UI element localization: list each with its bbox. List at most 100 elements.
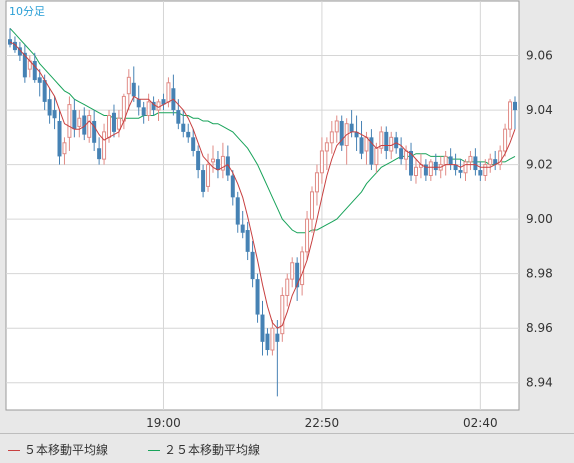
y-tick-label: 9.06 (526, 49, 553, 63)
candle-body (453, 164, 458, 171)
candle (483, 159, 488, 181)
candle-body (62, 142, 67, 155)
candle (191, 129, 196, 157)
ma5-line-layer (9, 41, 516, 329)
candle-body (503, 128, 508, 152)
candle (146, 93, 151, 121)
candle-body (102, 131, 107, 160)
candle-body (107, 115, 112, 138)
candle-body (349, 123, 354, 132)
candle (314, 164, 319, 206)
candle (369, 129, 374, 171)
candle-body (463, 161, 468, 174)
candle (319, 137, 324, 184)
candle (52, 96, 57, 130)
candle-body (319, 150, 324, 174)
candle (181, 110, 186, 138)
candle (513, 96, 517, 130)
candle (151, 96, 156, 116)
candle (285, 273, 290, 307)
candle (186, 123, 191, 143)
candle-body (97, 148, 102, 160)
candle-body (374, 147, 379, 166)
candle (116, 110, 121, 138)
candle-body (225, 156, 230, 176)
legend-swatch-ma25 (148, 450, 160, 451)
x-tick-label: 22:50 (305, 416, 340, 430)
candle-body (22, 52, 27, 78)
candle-body (126, 76, 131, 95)
candle (280, 287, 285, 342)
candle-body (324, 142, 329, 152)
candle-body (290, 262, 295, 280)
candle-body (310, 191, 315, 220)
candle-body (359, 137, 364, 154)
candle (270, 320, 275, 356)
candle-body (280, 294, 285, 335)
candle-body (483, 164, 488, 177)
candle (478, 161, 483, 181)
candle-body (161, 99, 166, 105)
candle (220, 142, 225, 179)
candle-body (215, 159, 220, 171)
candle-body (92, 120, 97, 143)
candle (409, 142, 414, 181)
candle (141, 101, 146, 124)
candle-body (210, 158, 215, 163)
candle (136, 85, 141, 116)
candle (245, 221, 250, 261)
x-tick-label: 02:40 (463, 416, 498, 430)
candle (324, 137, 329, 171)
candle (265, 328, 270, 356)
candle (92, 110, 97, 151)
candle (339, 115, 344, 151)
y-tick-label: 8.96 (526, 321, 553, 335)
candle (57, 110, 62, 165)
candle (206, 153, 211, 192)
candle (428, 159, 433, 181)
candle (215, 150, 220, 179)
candle-body (458, 170, 463, 173)
candle (32, 52, 37, 83)
candle (463, 159, 468, 181)
y-tick-label: 9.02 (526, 158, 553, 172)
candle (473, 148, 478, 176)
legend: ５本移動平均線 ２５本移動平均線 (0, 433, 574, 463)
chart-title: 10分足 (9, 5, 45, 18)
candle (413, 159, 418, 184)
legend-label-ma25: ２５本移動平均線 (164, 443, 261, 457)
candle (468, 150, 473, 171)
candle (210, 145, 215, 173)
candle (399, 137, 404, 165)
candle-body (57, 120, 62, 157)
candle (161, 93, 166, 111)
chart-svg: 9.06 9.04 9.02 9.00 8.98 8.96 8.94 19:00 22:50 0… (5, 0, 553, 430)
candle-body (131, 82, 136, 97)
candle-body (47, 99, 52, 116)
candle (255, 273, 260, 323)
candle (310, 186, 315, 233)
candle-body (409, 150, 414, 176)
candle-body (275, 333, 280, 342)
candle (72, 99, 77, 138)
candle-body (146, 101, 151, 117)
candle-body (72, 110, 77, 130)
legend-item-ma25: ２５本移動平均線 (148, 441, 260, 457)
candle-body (285, 278, 290, 296)
candle (126, 69, 131, 111)
candle-body (136, 99, 141, 108)
candle (17, 41, 22, 61)
candle-body (314, 172, 319, 193)
candle (22, 44, 27, 83)
legend-item-ma5: ５本移動平均線 (8, 441, 108, 457)
candle-body (493, 159, 498, 165)
candle (329, 120, 334, 154)
candle-body (250, 251, 255, 280)
candle-body (295, 262, 300, 288)
y-tick-label: 9.00 (526, 212, 553, 226)
candle-body (141, 107, 146, 116)
candle (359, 120, 364, 160)
candle-body (255, 279, 260, 315)
candle (230, 170, 235, 206)
